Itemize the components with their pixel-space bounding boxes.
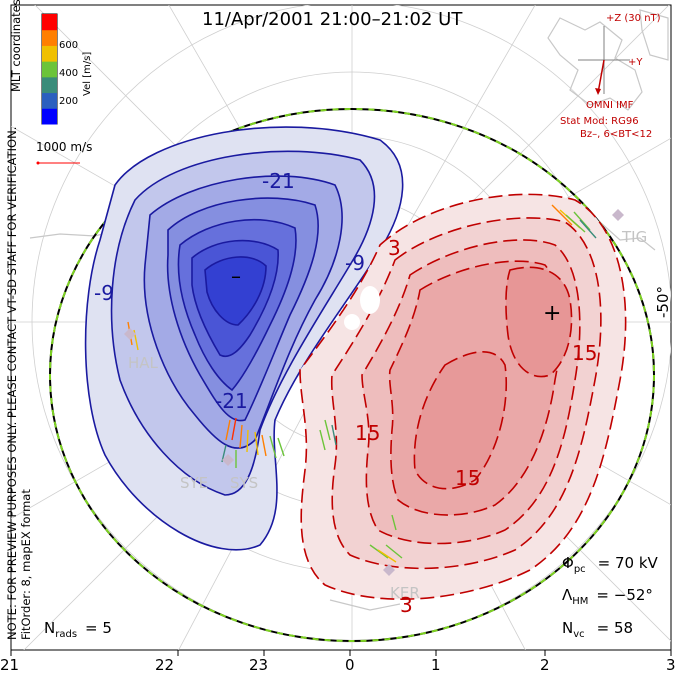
potential-minimum-marker: – xyxy=(231,264,241,288)
contour-label: -21 xyxy=(215,389,248,413)
mlt-tick: 22 xyxy=(155,656,174,674)
latitude-label: -50° xyxy=(654,286,672,318)
colorbar-tick: 400 xyxy=(59,68,78,79)
nvc-value: = 58 xyxy=(597,619,633,637)
potential-maximum-marker: + xyxy=(543,301,561,326)
imf-y-label: +Y xyxy=(628,57,643,68)
contour-label: -9 xyxy=(345,251,365,275)
velocity-vectors xyxy=(127,204,597,563)
imf-condition: Bz–, 6<BT<12 xyxy=(580,129,652,140)
svg-text:Nvc= 58: Nvc = 58 xyxy=(562,619,633,640)
mlt-tick: 3 xyxy=(666,656,676,674)
imf-source: OMNI IMF xyxy=(586,100,634,111)
negative-potential-cell xyxy=(84,126,404,551)
colorbar-cell xyxy=(42,14,57,31)
station-label-sye: SYE xyxy=(180,474,208,492)
positive-potential-cell xyxy=(299,193,627,600)
velocity-colorbar: 600 400 200 Vel [m/s] xyxy=(41,13,93,125)
lambda-hm-symbol: Λ xyxy=(562,586,573,604)
mlt-axis: 21 22 23 0 1 2 3 xyxy=(0,650,676,674)
phi-pc-value: = 70 kV xyxy=(598,554,659,572)
phi-pc-subscript: pc xyxy=(574,564,586,575)
mlt-tick: 2 xyxy=(540,656,550,674)
mlt-tick: 1 xyxy=(431,656,441,674)
station-label-ker: KER xyxy=(390,584,420,602)
contour-label: 3 xyxy=(388,236,401,260)
mlt-coordinates-label: MLT coordinates xyxy=(9,0,23,92)
fit-order-note: FitOrder: 8, mapEX format xyxy=(19,489,33,640)
svg-text:Φpc= 70 kV: Φpc = 70 kV xyxy=(562,554,659,575)
phi-pc-symbol: Φ xyxy=(562,554,574,572)
imf-z-label: +Z (30 nT) xyxy=(606,13,661,24)
stat-model: Stat Mod: RG96 xyxy=(560,116,639,127)
colorbar-cell xyxy=(42,108,57,125)
contour-label: 15 xyxy=(355,421,380,445)
lambda-hm-subscript: HM xyxy=(572,596,588,607)
reference-vector-label: 1000 m/s xyxy=(36,140,92,154)
mlt-tick: 0 xyxy=(345,656,355,674)
nrads-symbol: N xyxy=(44,619,55,637)
colorbar-cell xyxy=(42,29,57,46)
preview-note: NOTE: FOR PREVIEW PURPOSES ONLY. PLEASE … xyxy=(5,127,19,640)
contour-label: 3 xyxy=(400,593,413,617)
contour-label: -21 xyxy=(262,169,295,193)
colorbar-tick: 600 xyxy=(59,40,78,51)
contour-label: 15 xyxy=(572,341,597,365)
radar-station-markers xyxy=(124,209,624,576)
station-label-hal: HAL xyxy=(128,354,159,372)
nvc-symbol: N xyxy=(562,619,573,637)
nvc-subscript: vc xyxy=(573,629,584,640)
mlt-tick: 21 xyxy=(0,656,19,674)
mlt-tick: 23 xyxy=(249,656,268,674)
nrads-value: = 5 xyxy=(85,619,112,637)
imf-vector xyxy=(597,59,605,94)
svg-text:Nrads= 5: Nrads = 5 xyxy=(44,619,112,640)
colorbar-cell xyxy=(42,92,57,109)
map-title: 11/Apr/2001 21:00–21:02 UT xyxy=(202,9,463,30)
colorbar-label: Vel [m/s] xyxy=(82,52,93,96)
fit-statistics: Φpc = 70 kV ΛHM = −52° Nvc = 58 Nrads = 5 xyxy=(44,554,659,640)
svg-text:ΛHM= −52°: ΛHM = −52° xyxy=(562,586,653,607)
nrads-subscript: rads xyxy=(55,629,77,640)
colorbar-cell xyxy=(42,45,57,62)
imf-clock xyxy=(578,26,630,95)
contour-label: -9 xyxy=(94,281,114,305)
station-label-tig: TIG xyxy=(621,228,647,246)
lambda-hm-value: = −52° xyxy=(596,586,653,604)
station-label-sys: SYS xyxy=(230,474,258,492)
colorbar-cell xyxy=(42,61,57,78)
contour-label: 15 xyxy=(455,466,480,490)
colorbar-cell xyxy=(42,76,57,94)
colorbar-tick: 200 xyxy=(59,96,78,107)
